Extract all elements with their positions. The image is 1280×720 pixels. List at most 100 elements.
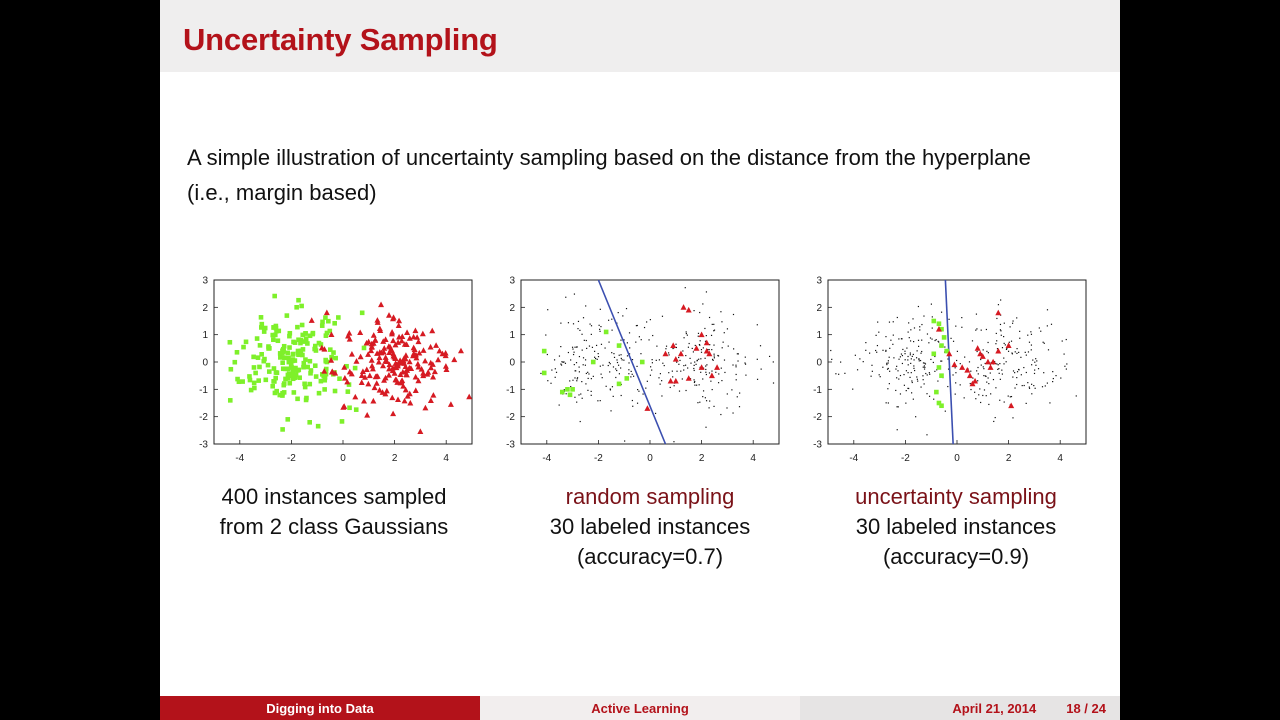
unlabeled-point — [713, 329, 716, 331]
unlabeled-point — [584, 359, 587, 361]
unlabeled-point — [640, 353, 642, 355]
point-triangle — [395, 339, 402, 345]
unlabeled-point — [700, 351, 703, 353]
x-tick-label: 4 — [443, 453, 449, 464]
unlabeled-point — [954, 367, 956, 369]
unlabeled-point — [928, 372, 930, 374]
point-triangle — [406, 335, 413, 341]
unlabeled-point — [916, 378, 918, 380]
x-tick-label: 4 — [750, 453, 756, 464]
plot-frame — [520, 279, 780, 445]
point-triangle — [368, 340, 375, 347]
point-square — [257, 343, 263, 348]
point-square — [296, 297, 301, 303]
unlabeled-point — [620, 354, 622, 356]
unlabeled-point — [947, 385, 949, 388]
unlabeled-point — [699, 344, 701, 346]
unlabeled-point — [707, 349, 709, 351]
unlabeled-point — [705, 400, 708, 402]
point-square — [272, 390, 278, 396]
unlabeled-point — [929, 337, 932, 339]
unlabeled-point — [1050, 323, 1053, 325]
point-square — [305, 341, 310, 346]
unlabeled-point — [1046, 325, 1048, 327]
point-triangle — [935, 326, 942, 332]
unlabeled-point — [875, 334, 877, 336]
unlabeled-point — [620, 394, 622, 397]
point-square — [639, 359, 645, 365]
unlabeled-point — [919, 329, 921, 331]
unlabeled-point — [971, 340, 974, 342]
unlabeled-point — [693, 379, 695, 381]
unlabeled-point — [560, 364, 563, 366]
point-triangle — [402, 386, 409, 393]
unlabeled-point — [547, 309, 549, 311]
unlabeled-point — [562, 361, 564, 363]
point-square — [307, 420, 312, 425]
unlabeled-point — [636, 365, 638, 367]
unlabeled-point — [585, 305, 587, 307]
point-square — [319, 323, 325, 328]
unlabeled-point — [993, 420, 995, 423]
y-tick-label: 1 — [202, 330, 208, 341]
unlabeled-point — [589, 323, 591, 325]
point-square — [301, 339, 307, 344]
footer-date-page: April 21, 2014 18 / 24 — [800, 696, 1120, 720]
point-square — [936, 365, 942, 370]
unlabeled-point — [859, 358, 861, 360]
point-triangle — [393, 362, 400, 369]
unlabeled-point — [1030, 333, 1033, 335]
unlabeled-point — [577, 320, 580, 323]
unlabeled-point — [987, 377, 989, 379]
unlabeled-point — [904, 350, 906, 352]
unlabeled-point — [724, 371, 726, 374]
unlabeled-point — [910, 329, 912, 331]
unlabeled-point — [976, 370, 978, 372]
point-triangle — [321, 368, 328, 374]
unlabeled-point — [637, 389, 639, 391]
unlabeled-point — [696, 384, 698, 386]
caption-line-2: from 2 class Gaussians — [219, 514, 449, 539]
point-square — [323, 333, 329, 338]
point-triangle — [375, 358, 382, 365]
point-triangle — [412, 387, 419, 393]
unlabeled-point — [711, 323, 713, 325]
point-square — [288, 364, 294, 369]
unlabeled-point — [597, 356, 600, 358]
point-square — [353, 407, 359, 412]
point-square — [281, 343, 287, 349]
point-square — [285, 366, 291, 372]
unlabeled-point — [646, 380, 648, 382]
unlabeled-point — [600, 373, 602, 375]
unlabeled-point — [913, 369, 916, 372]
unlabeled-point — [651, 359, 653, 361]
unlabeled-point — [838, 373, 840, 375]
point-square — [280, 427, 285, 432]
unlabeled-point — [611, 352, 613, 354]
unlabeled-point — [590, 378, 592, 380]
point-square — [936, 321, 942, 327]
unlabeled-point — [961, 317, 963, 319]
point-square — [336, 315, 341, 320]
unlabeled-point — [1003, 401, 1005, 403]
unlabeled-point — [561, 361, 563, 363]
unlabeled-point — [553, 359, 556, 361]
unlabeled-point — [1030, 349, 1032, 351]
point-square — [235, 376, 240, 382]
point-triangle — [714, 364, 721, 370]
point-square — [291, 367, 296, 372]
point-triangle — [435, 356, 442, 363]
unlabeled-point — [1033, 384, 1035, 387]
point-triangle — [374, 317, 381, 323]
unlabeled-point — [1042, 341, 1044, 343]
point-triangle — [370, 332, 377, 338]
point-square — [234, 349, 240, 355]
unlabeled-point — [907, 387, 909, 390]
unlabeled-point — [574, 346, 576, 348]
decision-boundary — [944, 279, 954, 445]
unlabeled-point — [578, 355, 581, 358]
unlabeled-point — [744, 362, 746, 364]
point-square — [312, 363, 318, 369]
unlabeled-point — [700, 349, 703, 351]
point-triangle — [447, 401, 454, 407]
